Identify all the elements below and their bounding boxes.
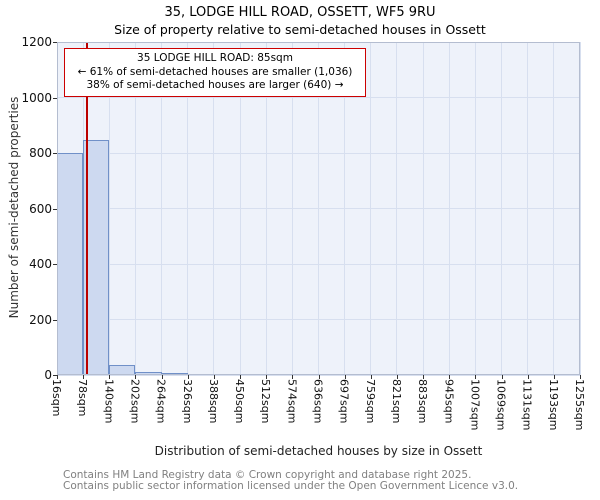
y-tick-label: 1200 bbox=[21, 35, 52, 49]
y-tick-mark bbox=[53, 375, 57, 376]
gridline-vertical bbox=[579, 42, 581, 375]
y-tick-label: 600 bbox=[29, 201, 52, 216]
x-tick-label: 326sqm bbox=[180, 379, 194, 424]
x-tick-label: 821sqm bbox=[389, 379, 403, 424]
histogram-bar bbox=[57, 153, 84, 375]
x-tick-label: 697sqm bbox=[337, 379, 351, 424]
x-tick-label: 16sqm bbox=[50, 379, 63, 417]
x-tick-label: 1255sqm bbox=[573, 379, 586, 431]
gridline-vertical bbox=[370, 42, 372, 375]
gridline-vertical bbox=[161, 42, 163, 375]
x-tick-label: 264sqm bbox=[154, 379, 168, 424]
x-tick-mark bbox=[423, 375, 425, 379]
gridline-vertical bbox=[134, 42, 136, 375]
y-tick-mark bbox=[53, 42, 57, 43]
histogram-bar bbox=[135, 372, 162, 375]
x-tick-label: 574sqm bbox=[285, 379, 299, 424]
gridline-vertical bbox=[474, 42, 476, 375]
x-tick-label: 1007sqm bbox=[468, 379, 482, 431]
x-tick-mark bbox=[449, 375, 451, 379]
x-tick-mark bbox=[292, 375, 294, 379]
x-tick-mark bbox=[187, 375, 189, 379]
gridline-vertical bbox=[265, 42, 267, 375]
x-tick-label: 450sqm bbox=[233, 379, 247, 424]
x-tick-mark bbox=[553, 375, 555, 379]
x-tick-mark bbox=[57, 375, 58, 379]
gridline-vertical bbox=[501, 42, 503, 375]
x-tick-mark bbox=[240, 375, 242, 379]
gridline-vertical bbox=[527, 42, 529, 375]
x-tick-mark bbox=[83, 375, 85, 379]
y-tick-label: 0 bbox=[44, 368, 52, 382]
x-tick-label: 512sqm bbox=[259, 379, 273, 424]
x-tick-label: 636sqm bbox=[311, 379, 325, 424]
x-tick-label: 1193sqm bbox=[546, 379, 560, 431]
x-tick-label: 945sqm bbox=[442, 379, 456, 424]
y-tick-label: 200 bbox=[29, 312, 52, 327]
gridline-vertical bbox=[291, 42, 293, 375]
x-tick-mark bbox=[161, 375, 163, 379]
annotation-smaller-text: ← 61% of semi-detached houses are smalle… bbox=[77, 65, 353, 78]
x-tick-mark bbox=[580, 375, 581, 379]
x-tick-mark bbox=[213, 375, 215, 379]
annotation-box: 35 LODGE HILL ROAD: 85sqm ← 61% of semi-… bbox=[64, 48, 366, 97]
histogram-bar bbox=[161, 373, 188, 375]
x-tick-label: 388sqm bbox=[206, 379, 220, 424]
x-tick-mark bbox=[318, 375, 320, 379]
x-tick-mark bbox=[527, 375, 529, 379]
gridline-vertical bbox=[239, 42, 241, 375]
property-marker-line bbox=[86, 42, 88, 375]
x-tick-mark bbox=[370, 375, 372, 379]
x-axis-label: Distribution of semi-detached houses by … bbox=[154, 444, 483, 458]
x-tick-mark bbox=[109, 375, 111, 379]
gridline-vertical bbox=[422, 42, 424, 375]
x-tick-label: 883sqm bbox=[416, 379, 430, 424]
y-tick-mark bbox=[53, 319, 57, 321]
x-tick-label: 1131sqm bbox=[520, 379, 534, 431]
footer-licence-line: Contains public sector information licen… bbox=[63, 480, 519, 492]
gridline-vertical bbox=[396, 42, 398, 375]
x-tick-mark bbox=[396, 375, 398, 379]
x-tick-mark bbox=[501, 375, 503, 379]
annotation-title: 35 LODGE HILL ROAD: 85sqm bbox=[137, 52, 293, 64]
y-tick-mark bbox=[53, 97, 57, 99]
chart-subtitle: Size of property relative to semi-detach… bbox=[114, 22, 486, 37]
histogram-bar bbox=[109, 365, 136, 375]
chart-title: 35, LODGE HILL ROAD, OSSETT, WF5 9RU bbox=[164, 5, 436, 20]
annotation-larger-text: 38% of semi-detached houses are larger (… bbox=[86, 79, 344, 92]
gridline-vertical bbox=[344, 42, 346, 375]
x-tick-label: 1069sqm bbox=[494, 379, 508, 431]
gridline-vertical bbox=[108, 42, 110, 375]
x-tick-label: 140sqm bbox=[102, 379, 116, 424]
x-tick-label: 759sqm bbox=[363, 379, 377, 424]
x-tick-label: 202sqm bbox=[128, 379, 142, 424]
x-tick-mark bbox=[266, 375, 268, 379]
footer-copyright-line: Contains HM Land Registry data © Crown c… bbox=[63, 469, 472, 481]
y-tick-mark bbox=[53, 153, 57, 154]
gridline-vertical bbox=[213, 42, 215, 375]
gridline-vertical bbox=[553, 42, 555, 375]
gridline-vertical bbox=[187, 42, 189, 375]
x-tick-mark bbox=[475, 375, 477, 379]
y-tick-label: 800 bbox=[29, 146, 52, 160]
x-tick-label: 78sqm bbox=[76, 379, 90, 417]
y-tick-mark bbox=[53, 264, 57, 265]
y-tick-label: 1000 bbox=[21, 90, 52, 105]
x-tick-mark bbox=[135, 375, 137, 379]
gridline-vertical bbox=[448, 42, 450, 375]
y-tick-mark bbox=[53, 208, 57, 210]
x-tick-mark bbox=[344, 375, 346, 379]
gridline-vertical bbox=[318, 42, 319, 375]
y-tick-label: 400 bbox=[29, 257, 52, 271]
